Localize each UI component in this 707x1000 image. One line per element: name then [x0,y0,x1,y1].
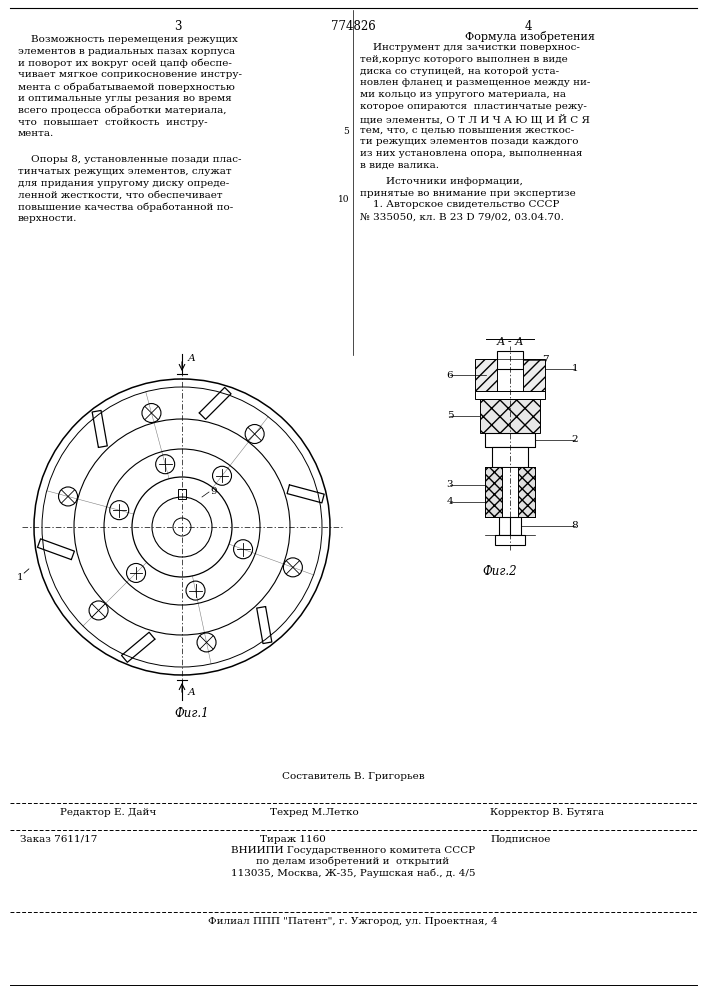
Text: для придания упругому диску опреде-: для придания упругому диску опреде- [18,179,229,188]
Text: новлен фланец и размещенное между ни-: новлен фланец и размещенное между ни- [360,78,590,87]
Text: Инструмент для зачистки поверхнос-: Инструмент для зачистки поверхнос- [360,43,580,52]
Text: Подписное: Подписное [490,835,550,844]
Bar [178,489,186,499]
Text: 774826: 774826 [331,20,375,33]
Bar [485,433,535,447]
Text: в виде валика.: в виде валика. [360,161,439,170]
Text: Формула изобретения: Формула изобретения [465,31,595,42]
Text: 113035, Москва, Ж-35, Раушская наб., д. 4/5: 113035, Москва, Ж-35, Раушская наб., д. … [230,868,475,878]
Bar [499,517,521,535]
Text: Источники информации,: Источники информации, [360,177,523,186]
Text: повышение качества обработанной по-: повышение качества обработанной по- [18,202,233,212]
Text: 3: 3 [174,20,182,33]
Text: тем, что, с целью повышения жесткос-: тем, что, с целью повышения жесткос- [360,126,574,135]
Text: Опоры 8, установленные позади плас-: Опоры 8, установленные позади плас- [18,155,242,164]
Text: Возможность перемещения режущих: Возможность перемещения режущих [18,35,238,44]
Text: ти режущих элементов позади каждого: ти режущих элементов позади каждого [360,137,578,146]
Text: 9: 9 [210,488,216,496]
Text: по делам изобретений и  открытий: по делам изобретений и открытий [257,857,450,866]
Text: 3: 3 [447,480,453,489]
Bar [518,467,535,517]
Bar [497,351,523,369]
Text: Филиал ППП "Патент", г. Ужгород, ул. Проектная, 4: Филиал ППП "Патент", г. Ужгород, ул. Про… [208,917,498,926]
Text: А: А [188,354,196,363]
Text: Техред М.Летко: Техред М.Летко [270,808,358,817]
Text: ВНИИПИ Государственного комитета СССР: ВНИИПИ Государственного комитета СССР [231,846,475,855]
Bar [492,447,528,467]
Text: и оптимальные углы резания во время: и оптимальные углы резания во время [18,94,232,103]
Text: Составитель В. Григорьев: Составитель В. Григорьев [281,772,424,781]
Text: Редактор Е. Дайч: Редактор Е. Дайч [60,808,156,817]
Text: тинчатых режущих элементов, служат: тинчатых режущих элементов, служат [18,167,232,176]
Text: 1. Авторское свидетельство СССР: 1. Авторское свидетельство СССР [360,200,559,209]
Text: мента с обрабатываемой поверхностью: мента с обрабатываемой поверхностью [18,82,235,92]
Text: Тираж 1160: Тираж 1160 [260,835,326,844]
Text: 2: 2 [572,436,578,444]
Bar [502,467,518,517]
Text: Корректор В. Бутяга: Корректор В. Бутяга [490,808,604,817]
Text: мента.: мента. [18,129,54,138]
Text: из них установлена опора, выполненная: из них установлена опора, выполненная [360,149,583,158]
Text: А: А [188,688,196,697]
Text: элементов в радиальных пазах корпуса: элементов в радиальных пазах корпуса [18,47,235,56]
Text: 4: 4 [447,497,453,506]
Text: А - А: А - А [496,337,524,347]
Text: 10: 10 [337,196,349,205]
Text: щие элементы, О Т Л И Ч А Ю Щ И Й С Я: щие элементы, О Т Л И Ч А Ю Щ И Й С Я [360,114,590,124]
Text: 6: 6 [447,370,453,379]
Text: 5: 5 [447,412,453,420]
Text: которое опираются  пластинчатые режу-: которое опираются пластинчатые режу- [360,102,587,111]
Text: тей,корпус которого выполнен в виде: тей,корпус которого выполнен в виде [360,55,568,64]
Bar [485,467,502,517]
Text: 1: 1 [17,572,23,582]
Bar [523,359,545,391]
Text: 8: 8 [572,522,578,530]
Text: 5: 5 [343,127,349,136]
Text: 1: 1 [572,364,578,373]
Text: 7: 7 [542,356,549,364]
Text: что  повышает  стойкость  инстру-: что повышает стойкость инстру- [18,118,208,127]
Text: чивает мягкое соприкосновение инстру-: чивает мягкое соприкосновение инстру- [18,70,242,79]
Bar [475,391,545,399]
Text: диска со ступицей, на которой уста-: диска со ступицей, на которой уста- [360,67,559,76]
Bar [485,467,535,517]
Text: Фиг.2: Фиг.2 [483,565,518,578]
Text: ленной жесткости, что обеспечивает: ленной жесткости, что обеспечивает [18,191,223,200]
Bar [475,359,497,391]
Text: ми кольцо из упругого материала, на: ми кольцо из упругого материала, на [360,90,566,99]
Text: и поворот их вокруг осей цапф обеспе-: и поворот их вокруг осей цапф обеспе- [18,59,232,68]
Text: верхности.: верхности. [18,214,77,223]
Text: № 335050, кл. В 23 D 79/02, 03.04.70.: № 335050, кл. В 23 D 79/02, 03.04.70. [360,212,564,221]
Bar [495,535,525,545]
Text: принятые во внимание при экспертизе: принятые во внимание при экспертизе [360,189,575,198]
Text: Заказ 7611/17: Заказ 7611/17 [20,835,98,844]
Text: 4: 4 [525,20,532,33]
Text: Фиг.1: Фиг.1 [175,707,209,720]
Text: всего процесса обработки материала,: всего процесса обработки материала, [18,106,226,115]
Bar [480,399,540,433]
